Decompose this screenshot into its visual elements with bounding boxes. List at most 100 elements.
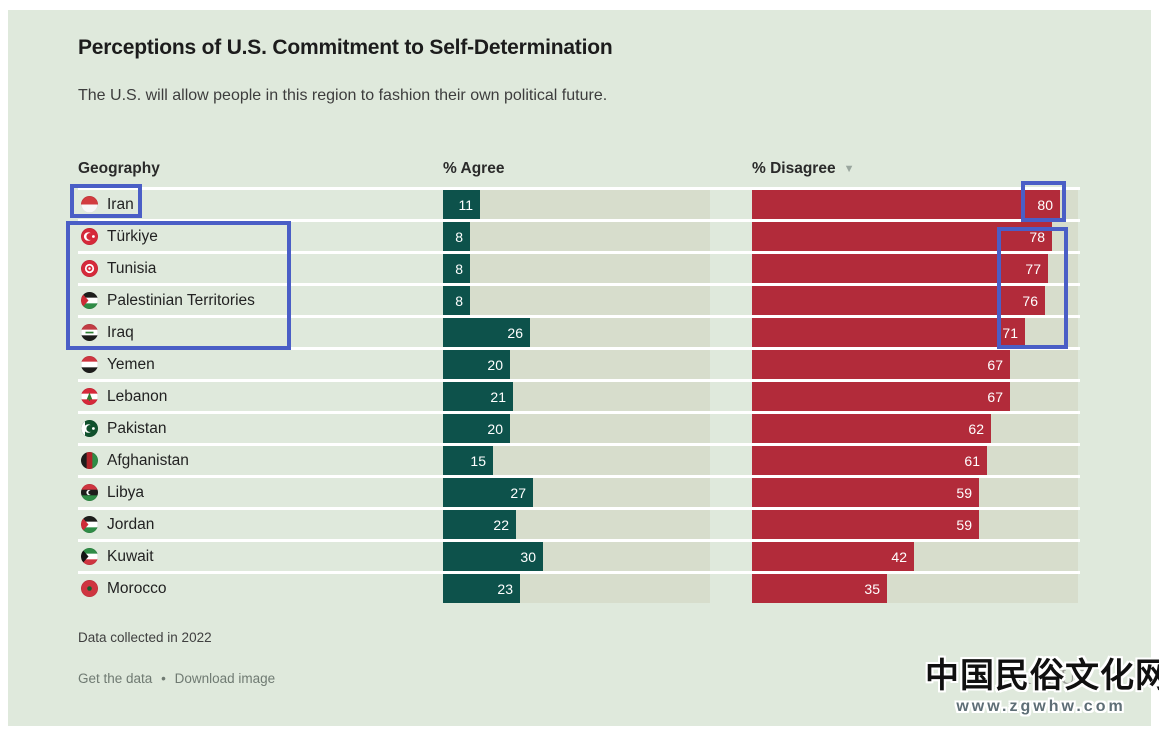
geography-cell: Lebanon (78, 382, 443, 411)
agree-cell: 26 (443, 318, 752, 347)
geography-cell: Iran (78, 190, 443, 219)
agree-value-label: 20 (487, 420, 503, 437)
disagree-bar: 62 (752, 414, 991, 443)
disagree-bar: 78 (752, 222, 1052, 251)
agree-bar: 8 (443, 286, 470, 315)
disagree-bar-track: 76 (752, 286, 1078, 315)
palestine-flag-icon (81, 292, 98, 309)
agree-value-label: 8 (455, 228, 463, 245)
agree-bar: 30 (443, 542, 543, 571)
disagree-bar: 42 (752, 542, 914, 571)
geography-cell: Libya (78, 478, 443, 507)
disagree-bar: 76 (752, 286, 1045, 315)
agree-value-label: 11 (458, 196, 473, 213)
chart-panel: Perceptions of U.S. Commitment to Self-D… (8, 10, 1151, 726)
disagree-bar-track: 59 (752, 478, 1078, 507)
geography-label: Morocco (107, 579, 167, 597)
agree-value-label: 15 (470, 452, 486, 469)
disagree-cell: 62 (752, 414, 1080, 443)
lebanon-flag-icon (81, 388, 98, 405)
iran-flag-icon (81, 196, 98, 213)
download-image-link[interactable]: Download image (174, 671, 276, 686)
disagree-cell: 42 (752, 542, 1080, 571)
geography-label: Tunisia (107, 259, 157, 277)
jordan-flag-icon (81, 516, 98, 533)
disagree-bar: 67 (752, 350, 1010, 379)
column-header-disagree[interactable]: % Disagree ▼ (752, 160, 1080, 178)
agree-bar: 26 (443, 318, 530, 347)
agree-bar: 15 (443, 446, 493, 475)
sort-descending-icon: ▼ (843, 163, 855, 175)
agree-bar: 8 (443, 222, 470, 251)
disagree-cell: 59 (752, 478, 1080, 507)
agree-bar: 22 (443, 510, 516, 539)
geography-label: Palestinian Territories (107, 291, 255, 309)
agree-value-label: 8 (455, 292, 463, 309)
geography-cell: Jordan (78, 510, 443, 539)
geography-cell: Palestinian Territories (78, 286, 443, 315)
disagree-value-label: 59 (956, 516, 972, 533)
geography-cell: Morocco (78, 574, 443, 603)
disagree-bar-track: 61 (752, 446, 1078, 475)
agree-cell: 8 (443, 222, 752, 251)
agree-cell: 20 (443, 414, 752, 443)
disagree-value-label: 35 (864, 580, 880, 597)
table-row: Yemen 20 67 (78, 347, 1080, 379)
agree-bar-track: 11 (443, 190, 710, 219)
disagree-value-label: 62 (968, 420, 984, 437)
disagree-cell: 35 (752, 574, 1080, 603)
disagree-bar-track: 67 (752, 382, 1078, 411)
table-row: Lebanon 21 67 (78, 379, 1080, 411)
agree-value-label: 27 (510, 484, 526, 501)
table-body: Iran 11 80 Türkiye 8 (78, 187, 1080, 603)
geography-cell: Afghanistan (78, 446, 443, 475)
geography-label: Jordan (107, 515, 155, 533)
geography-header-label: Geography (78, 160, 160, 177)
disagree-bar-track: 78 (752, 222, 1078, 251)
disagree-header-label: % Disagree (752, 160, 836, 177)
disagree-value-label: 78 (1029, 228, 1045, 245)
agree-bar-track: 26 (443, 318, 710, 347)
gallup-logo: GALLUP (1000, 665, 1089, 689)
table-row: Türkiye 8 78 (78, 219, 1080, 251)
geography-label: Yemen (107, 355, 155, 373)
morocco-flag-icon (81, 580, 98, 597)
column-header-agree[interactable]: % Agree (443, 160, 752, 178)
footer-links: Get the data • Download image (78, 671, 275, 686)
geography-cell: Tunisia (78, 254, 443, 283)
disagree-cell: 67 (752, 382, 1080, 411)
disagree-bar-track: 35 (752, 574, 1078, 603)
agree-cell: 8 (443, 254, 752, 283)
agree-bar-track: 27 (443, 478, 710, 507)
table-row: Morocco 23 35 (78, 571, 1080, 603)
geography-label: Pakistan (107, 419, 167, 437)
disagree-cell: 59 (752, 510, 1080, 539)
agree-bar: 20 (443, 414, 510, 443)
agree-cell: 15 (443, 446, 752, 475)
highlight-disagree-values-78-71 (997, 227, 1068, 349)
agree-cell: 27 (443, 478, 752, 507)
disagree-bar-track: 71 (752, 318, 1078, 347)
disagree-value-label: 76 (1022, 292, 1038, 309)
agree-cell: 8 (443, 286, 752, 315)
disagree-value-label: 59 (956, 484, 972, 501)
disagree-value-label: 42 (891, 548, 907, 565)
disagree-cell: 67 (752, 350, 1080, 379)
agree-bar: 27 (443, 478, 533, 507)
disagree-cell: 76 (752, 286, 1080, 315)
highlight-iran-label (70, 184, 142, 218)
yemen-flag-icon (81, 356, 98, 373)
agree-bar: 23 (443, 574, 520, 603)
disagree-bar: 80 (752, 190, 1060, 219)
agree-bar-track: 8 (443, 286, 710, 315)
disagree-value-label: 67 (987, 388, 1003, 405)
agree-bar: 8 (443, 254, 470, 283)
geography-cell: Kuwait (78, 542, 443, 571)
link-separator: • (161, 671, 166, 686)
agree-bar: 20 (443, 350, 510, 379)
column-header-geography[interactable]: Geography (78, 160, 443, 178)
table-row: Jordan 22 59 (78, 507, 1080, 539)
get-the-data-link[interactable]: Get the data (78, 671, 153, 686)
geography-cell: Iraq (78, 318, 443, 347)
